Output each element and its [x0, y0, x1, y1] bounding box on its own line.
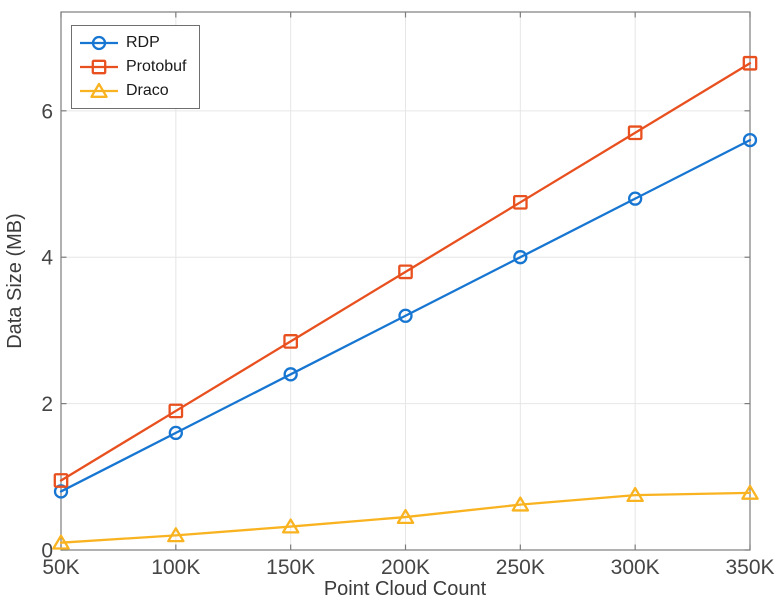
series-protobuf: [53, 55, 758, 488]
circle-marker: [283, 367, 298, 382]
circle-marker: [742, 132, 758, 148]
legend-item-protobuf: Protobuf: [79, 55, 186, 78]
triangle-marker: [741, 484, 759, 500]
x-tick-label: 100K: [151, 556, 200, 579]
square-marker: [512, 194, 528, 210]
y-tick-label: 4: [41, 247, 53, 270]
circle-marker: [168, 425, 183, 441]
square-marker: [398, 264, 413, 280]
legend-sample-circle: [80, 35, 118, 50]
x-tick-label: 300K: [611, 556, 660, 579]
legend-label: RDP: [126, 33, 160, 51]
square-marker: [53, 473, 69, 488]
series-rdp: [53, 132, 758, 499]
circle-marker: [53, 484, 69, 499]
legend: RDP Protobuf Draco: [71, 25, 201, 109]
series-line-protobuf: [59, 62, 752, 482]
legend-item-rdp: RDP: [79, 31, 186, 54]
triangle-marker: [511, 496, 530, 512]
x-axis-label: Point Cloud Count: [324, 578, 487, 600]
circle-marker: [91, 35, 107, 50]
x-tick-label: 150K: [266, 556, 315, 579]
x-tick-label: 200K: [381, 556, 430, 579]
legend-label: Draco: [126, 81, 169, 99]
square-marker: [627, 125, 643, 141]
square-marker: [742, 55, 758, 71]
series-draco: [52, 484, 759, 550]
square-marker: [91, 59, 107, 74]
triangle-marker: [52, 534, 70, 550]
x-tick-label: 50K: [42, 556, 79, 579]
series-line-draco: [59, 491, 752, 544]
triangle-marker: [90, 82, 108, 98]
triangle-marker: [626, 486, 644, 503]
circle-marker: [398, 308, 413, 323]
triangle-marker: [396, 508, 415, 525]
square-marker: [168, 403, 184, 419]
x-tick-label: 250K: [496, 556, 545, 579]
legend-sample-triangle: [80, 82, 118, 98]
y-tick-label: 2: [41, 393, 53, 416]
triangle-marker: [167, 527, 185, 543]
series-line-rdp: [59, 138, 752, 493]
legend-label: Protobuf: [126, 57, 187, 75]
x-tick-label: 350K: [725, 556, 774, 579]
circle-marker: [628, 191, 643, 206]
legend-item-draco: Draco: [79, 79, 186, 102]
circle-marker: [513, 250, 528, 265]
y-tick-label: 0: [41, 540, 53, 563]
square-marker: [283, 334, 299, 349]
triangle-marker: [281, 518, 300, 534]
legend-sample-square: [80, 59, 118, 74]
y-tick-label: 6: [41, 100, 53, 123]
y-axis-label: Data Size (MB): [4, 213, 26, 349]
